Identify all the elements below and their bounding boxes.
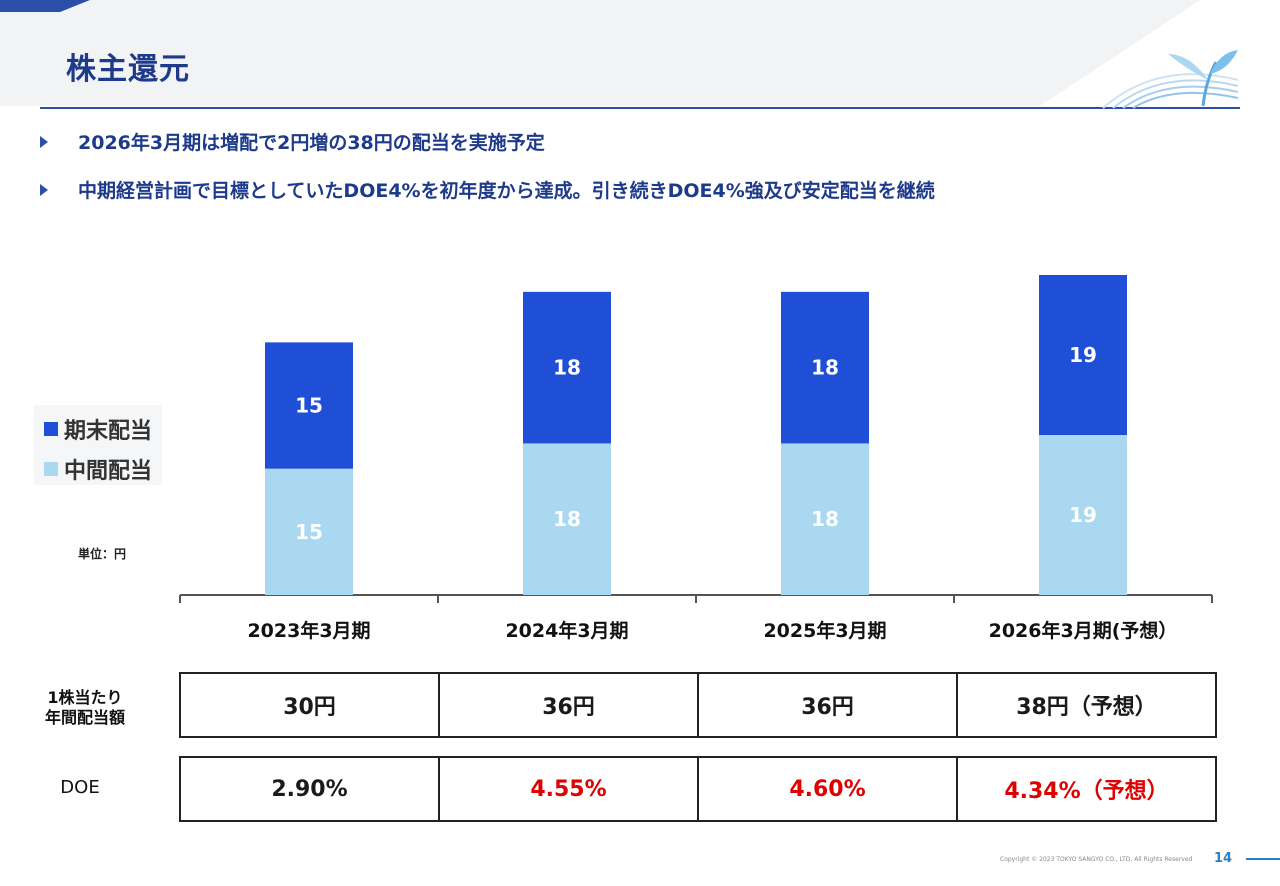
bar-interim [265,468,353,595]
page-number: 14 [1214,851,1233,866]
x-tick-label: 2023年3月期 [247,619,370,642]
bar-data-label: 18 [811,356,839,380]
bullet-2: 中期経営計画で目標としていたDOE4%を初年度から達成。引き続きDOE4%強及び… [40,176,935,203]
table-row: 30円 36円 36円 38円（予想） [179,672,1217,738]
x-tick-label: 2025年3月期 [763,619,886,642]
x-tick-label: 2026年3月期(予想） [989,619,1178,642]
bar-final [265,342,353,469]
row-label-line: 1株当たり [47,688,123,707]
bar-data-label: 18 [553,356,581,380]
legend-swatch-dark [44,422,58,436]
header-band [0,0,1200,106]
bar-final [781,291,869,444]
table-cell: 36円 [697,672,958,738]
x-tick-label: 2024年3月期 [505,619,628,642]
bullet-triangle-icon [40,183,48,196]
table-cell: 4.34%（予想） [956,756,1217,822]
bar-interim [1039,435,1127,595]
bar-data-label: 19 [1069,503,1097,527]
title-divider [40,107,1240,109]
annual-dividend-table: 30円 36円 36円 38円（予想） [179,672,1217,738]
bullet-1-text: 2026年3月期は増配で2円増の38円の配当を実施予定 [78,132,545,154]
bar-data-label: 19 [1069,343,1097,367]
table-row: 2.90% 4.55% 4.60% 4.34%（予想） [179,756,1217,822]
company-logo-icon [1102,50,1239,109]
bar-final [523,291,611,444]
chart-legend: 期末配当 中間配当 [34,405,162,485]
bar-data-label: 15 [295,520,323,544]
table-cell: 2.90% [179,756,440,822]
row-label-doe: DOE [60,777,100,798]
bar-data-label: 18 [811,507,839,531]
bullet-2-text: 中期経営計画で目標としていたDOE4%を初年度から達成。引き続きDOE4%強及び… [78,180,935,202]
table-cell: 4.55% [438,756,699,822]
page-title: 株主還元 [66,52,190,87]
row-label-annual-dividend: 1株当たり 年間配当額 [30,688,140,728]
legend-item-final-dividend: 期末配当 [44,413,152,445]
bar-data-label: 15 [295,394,323,418]
footer-copyright: Copyright © 2023 TOKYO SANGYO CO., LTD. … [1000,856,1193,863]
bar-interim [781,443,869,595]
legend-item-interim-dividend: 中間配当 [44,453,152,485]
bar-final [1039,275,1127,435]
table-cell: 38円（予想） [956,672,1217,738]
table-cell: 30円 [179,672,440,738]
dividend-chart: 15 15 2023年3月期 18 18 2024年3月期 18 18 2025年3月期 19 19… [179,275,1213,642]
legend-swatch-light [44,462,58,476]
bar-interim [523,443,611,595]
table-cell: 4.60% [697,756,958,822]
unit-label: 単位：円 [78,547,127,561]
bullet-triangle-icon [40,135,48,148]
doe-table: 2.90% 4.55% 4.60% 4.34%（予想） [179,756,1217,822]
bullet-1: 2026年3月期は増配で2円増の38円の配当を実施予定 [40,128,545,155]
table-cell: 36円 [438,672,699,738]
page-number-rule [1246,858,1280,860]
bar-data-label: 18 [553,507,581,531]
legend-label-final: 期末配当 [64,419,153,444]
legend-label-interim: 中間配当 [64,459,153,484]
row-label-line: 年間配当額 [44,708,125,727]
